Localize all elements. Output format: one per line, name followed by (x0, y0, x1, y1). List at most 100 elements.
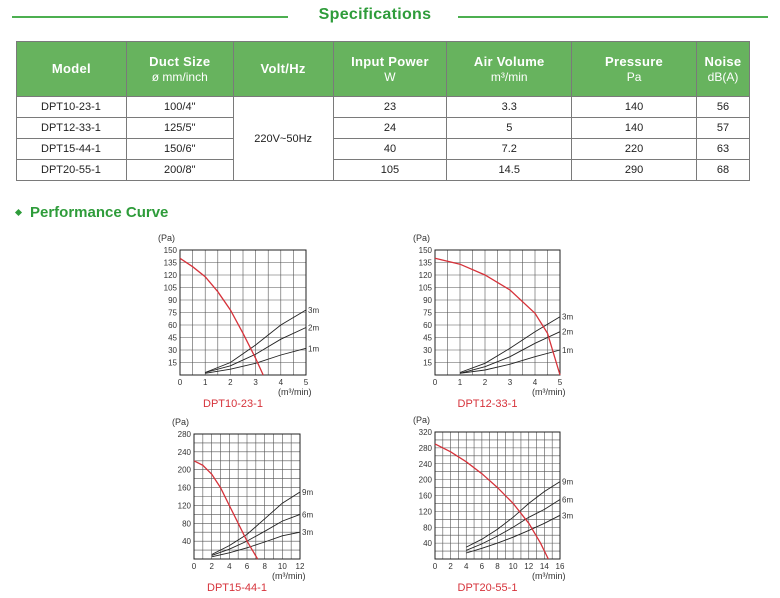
duct-curve-label: 1m (308, 344, 319, 353)
duct-curve-3m (466, 514, 561, 554)
chart-title: DPT15-44-1 (207, 582, 267, 594)
duct-curve-6m (211, 513, 301, 556)
y-tick-label: 160 (419, 492, 433, 501)
x-tick-label: 0 (433, 562, 438, 571)
y-tick-label: 15 (423, 359, 432, 368)
x-tick-label: 16 (556, 562, 565, 571)
y-axis-label: (Pa) (172, 417, 189, 427)
x-tick-label: 2 (228, 378, 233, 387)
y-tick-label: 120 (164, 271, 178, 280)
x-tick-label: 14 (540, 562, 549, 571)
x-tick-label: 6 (245, 562, 250, 571)
y-tick-label: 90 (168, 296, 177, 305)
y-tick-label: 200 (419, 476, 433, 485)
header-input-power: Input Power W (332, 41, 448, 97)
y-tick-label: 105 (164, 284, 178, 293)
y-axis-label: (Pa) (413, 233, 430, 243)
duct-curve-label: 3m (308, 306, 319, 315)
y-tick-label: 40 (182, 537, 191, 546)
x-tick-label: 4 (464, 562, 469, 571)
duct-curve-2m (205, 327, 307, 373)
duct-curve-1m (205, 347, 307, 374)
x-tick-label: 12 (524, 562, 533, 571)
x-tick-label: 2 (448, 562, 453, 571)
fan-performance-curve (434, 257, 561, 376)
duct-curve-label: 9m (302, 488, 313, 497)
x-axis-label: (m³/min) (272, 571, 306, 581)
section-title: Specifications (318, 6, 432, 23)
duct-curve-9m (466, 481, 561, 548)
y-tick-label: 280 (178, 430, 192, 439)
x-axis-label: (m³/min) (532, 387, 566, 397)
duct-curve-label: 6m (302, 510, 313, 519)
y-axis-label: (Pa) (158, 233, 175, 243)
y-tick-label: 150 (419, 246, 433, 255)
y-tick-label: 120 (419, 507, 433, 516)
y-tick-label: 150 (164, 246, 178, 255)
x-tick-label: 3 (508, 378, 513, 387)
y-tick-label: 75 (168, 309, 177, 318)
duct-curve-3m (205, 309, 307, 373)
y-tick-label: 105 (419, 284, 433, 293)
chart-title: DPT10-23-1 (203, 398, 263, 410)
duct-curve-label: 6m (562, 495, 573, 504)
table-header-row: Model Duct Size ø mm/inch Volt/Hz Input P… (16, 41, 751, 97)
title-divider-left (12, 16, 288, 18)
cell-volt: 220V~50Hz (232, 96, 334, 181)
header-duct-size: Duct Size ø mm/inch (125, 41, 234, 97)
duct-curve-label: 3m (302, 528, 313, 537)
duct-curve-9m (211, 491, 301, 555)
y-tick-label: 320 (419, 428, 433, 437)
duct-curve-label: 3m (562, 313, 573, 322)
x-tick-label: 8 (495, 562, 500, 571)
duct-curve-label: 9m (562, 478, 573, 487)
table-row: DPT20-55-1 200/8" 105 14.5 290 68 (16, 159, 751, 181)
plot-frame (193, 433, 301, 560)
y-tick-label: 75 (423, 309, 432, 318)
specifications-table: Model Duct Size ø mm/inch Volt/Hz Input P… (16, 41, 751, 181)
y-tick-label: 240 (419, 460, 433, 469)
x-tick-label: 6 (480, 562, 485, 571)
x-tick-label: 0 (192, 562, 197, 571)
y-tick-label: 60 (423, 321, 432, 330)
y-tick-label: 40 (423, 539, 432, 548)
cell-pressure: 290 (571, 159, 697, 181)
duct-curve-label: 3m (562, 511, 573, 520)
x-tick-label: 2 (209, 562, 214, 571)
table-row: DPT10-23-1 100/4" 220V~50Hz 23 3.3 140 5… (16, 96, 751, 181)
x-tick-label: 2 (483, 378, 488, 387)
duct-curve-label: 2m (562, 328, 573, 337)
x-tick-label: 0 (433, 378, 438, 387)
y-tick-label: 135 (419, 259, 433, 268)
duct-curve-6m (466, 499, 561, 551)
y-tick-label: 80 (423, 523, 432, 532)
y-tick-label: 60 (168, 321, 177, 330)
y-tick-label: 30 (168, 346, 177, 355)
y-tick-label: 135 (164, 259, 178, 268)
duct-curve-1m (459, 349, 561, 374)
chart-title: DPT20-55-1 (458, 582, 518, 594)
y-tick-label: 120 (178, 501, 192, 510)
y-tick-label: 30 (423, 346, 432, 355)
y-tick-label: 200 (178, 466, 192, 475)
cell-noise: 68 (695, 159, 751, 181)
fan-performance-curve (434, 443, 549, 560)
table-row: DPT12-33-1 125/5" 24 5 140 57 (16, 117, 751, 139)
chart-title: DPT12-33-1 (458, 398, 518, 410)
x-tick-label: 1 (458, 378, 463, 387)
x-tick-label: 10 (509, 562, 518, 571)
x-tick-label: 4 (533, 378, 538, 387)
y-tick-label: 240 (178, 448, 192, 457)
plot-frame (179, 249, 307, 376)
x-tick-label: 5 (558, 378, 563, 387)
header-model: Model (16, 41, 127, 97)
duct-curve-2m (459, 331, 561, 374)
y-tick-label: 120 (419, 271, 433, 280)
y-tick-label: 15 (168, 359, 177, 368)
y-tick-label: 45 (423, 334, 432, 343)
header-volt: Volt/Hz (232, 41, 334, 97)
y-axis-label: (Pa) (413, 415, 430, 425)
header-noise: Noise dB(A) (695, 41, 751, 97)
duct-curve-label: 2m (308, 324, 319, 333)
x-tick-label: 4 (279, 378, 284, 387)
